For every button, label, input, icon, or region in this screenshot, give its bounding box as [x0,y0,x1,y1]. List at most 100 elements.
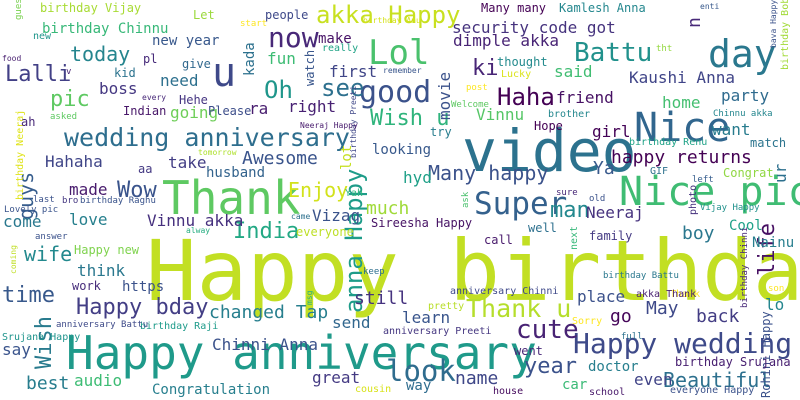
word: food [2,54,22,63]
word: https [122,279,165,295]
word: lo [765,295,785,314]
word: Wish u [370,106,450,131]
word: Nice pic [619,169,800,215]
word: GIF [650,166,669,177]
word: learn [402,308,451,327]
word: u [212,50,237,96]
word: security code got [452,18,616,37]
word: aa [138,162,153,176]
word: new year [152,33,220,49]
word: Oh [264,76,293,104]
word: May [646,298,679,319]
word: Vinnu [476,105,525,124]
word: birthday Raji [140,321,219,332]
word: Beautiful [663,368,772,392]
word: thought [497,55,548,69]
word: Enjoy [288,178,349,202]
word: Happy wedding [573,327,793,360]
word: audio [74,371,123,390]
word: Nainu [752,235,795,251]
word: every [142,93,167,102]
word: remember [383,66,422,75]
word: boy [682,223,715,244]
word: man [550,198,590,223]
word: boss [99,79,138,98]
word: today [70,42,131,66]
word: Many happy [428,161,549,185]
word: full [621,332,643,342]
word: Awesome [242,148,318,169]
word: new [33,31,52,42]
word: came [291,212,311,221]
word: birthday Raghu [80,196,156,206]
word: happy returns [611,147,752,168]
word: well [528,221,557,235]
word: school [589,387,626,398]
word: brother [548,109,591,120]
word: home [662,93,701,112]
word: India [233,219,300,244]
word: ah [21,115,36,129]
word: Hehe [179,93,208,107]
word: day [708,32,777,76]
word: birthday Chinnu [42,21,169,37]
word: looking [372,142,432,158]
word: Chinni Anna [212,335,318,354]
word: family [589,229,633,243]
word: next [569,225,580,250]
word: son [768,284,785,294]
word: ki [472,56,499,81]
word: work [72,279,101,293]
word: match [750,136,787,150]
word: Vinnu akka [147,211,244,230]
word: bava Happy [769,0,778,48]
word: akka Happy [316,1,461,29]
word: Super [474,186,568,222]
word: Many many [481,1,547,15]
word: guess [14,0,24,20]
word: Neeraj [586,203,644,222]
word: Vizag [312,206,361,225]
word: much [366,198,410,219]
word: want [712,120,751,139]
word: dimple akka [453,31,559,50]
word: Battu [574,38,653,68]
word: Happy anniversary [66,326,537,380]
word: Let [193,8,215,22]
word: Welcome [451,100,489,110]
word: Please [208,104,252,118]
word: make [318,31,352,47]
word: cousin [355,384,392,395]
word: Kaushi Anna [629,68,735,87]
word: kada [242,42,258,76]
word: Vijay Happy [700,203,760,213]
word: keep [363,267,385,277]
word: sure [556,188,578,198]
word: video [462,117,637,185]
word: go [610,306,632,327]
word: anniversary Preeti [383,326,492,337]
word: great [312,368,361,387]
word: anniversary Battu [56,320,149,330]
word: right [288,97,337,116]
word: give [182,57,211,71]
word: Happy birthday [146,222,800,320]
word: Sireesha Happy [371,216,473,230]
word: Chinnu akka [713,109,773,119]
word: v [66,67,72,77]
word: kid [114,66,136,80]
word: going [170,103,219,122]
word: cute [516,315,579,345]
word: akka Thank [636,289,697,300]
word: start [240,19,268,29]
word: doctor [588,359,639,375]
word: call [484,233,513,247]
word: answer [35,232,68,242]
word: back [696,306,740,327]
word: Happy bday [76,295,209,320]
word: Lucky [501,69,532,80]
word: anniversary Chinni [450,286,559,297]
word: birthday Bobsy [780,0,791,70]
word: birthday Vijay [40,1,142,15]
word: asked [50,112,78,122]
